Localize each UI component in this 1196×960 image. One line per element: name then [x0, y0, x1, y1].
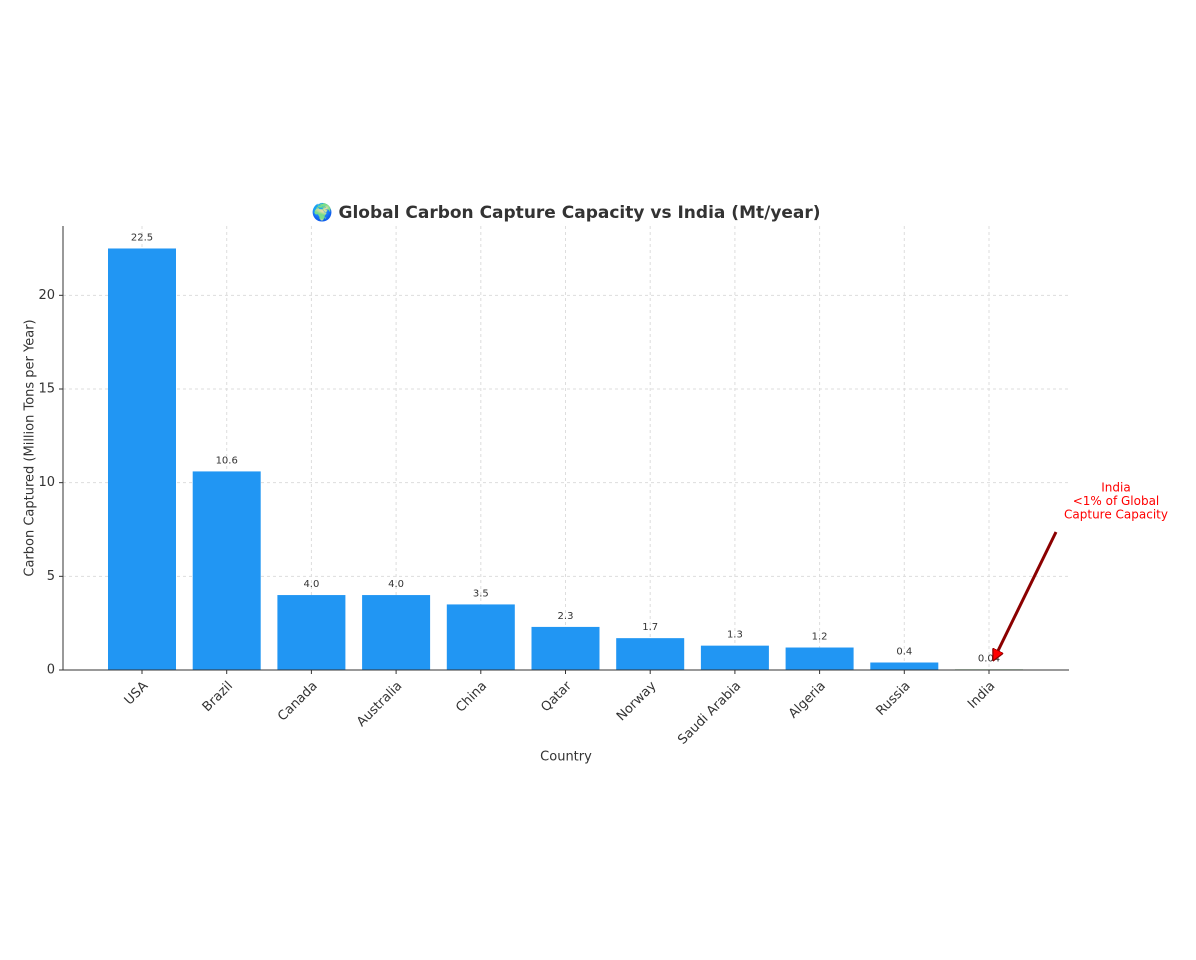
x-tick-label: Australia: [354, 679, 405, 730]
bar: [531, 626, 600, 670]
value-label: 1.3: [727, 630, 743, 641]
bar: [108, 248, 176, 670]
bar: [192, 471, 261, 670]
x-tick-label: USA: [122, 679, 152, 709]
x-tick-label: Norway: [614, 678, 660, 724]
x-tick-label: Brazil: [200, 679, 236, 715]
y-tick-label: 5: [47, 569, 55, 584]
y-tick-label: 20: [38, 288, 55, 303]
annotation-arrow: [994, 531, 1058, 659]
x-tick-label: Qatar: [538, 678, 575, 715]
bar: [785, 647, 854, 670]
annotation-text: India: [1101, 481, 1130, 495]
bar: [616, 638, 685, 670]
value-label: 1.2: [812, 632, 828, 643]
x-tick-label: Saudi Arabia: [675, 679, 744, 748]
value-label: 2.3: [558, 611, 574, 622]
x-tick-label: China: [453, 679, 490, 716]
value-label: 4.0: [388, 579, 404, 590]
x-tick-label: Canada: [275, 679, 321, 725]
y-axis-label: Carbon Captured (Million Tons per Year): [23, 319, 38, 576]
bar: [277, 595, 346, 670]
value-label: 0.04: [978, 653, 1000, 664]
value-label: 0.4: [896, 647, 912, 658]
value-label: 22.5: [131, 232, 153, 243]
y-tick-label: 15: [38, 381, 55, 396]
x-tick-label: India: [965, 679, 998, 712]
bar: [362, 595, 431, 670]
bar: [870, 662, 939, 670]
annotation-text: Capture Capacity: [1064, 508, 1168, 522]
value-label: 3.5: [473, 588, 489, 599]
y-tick-label: 10: [38, 475, 55, 490]
x-tick-label: Russia: [873, 679, 913, 719]
annotation-text: <1% of Global: [1073, 494, 1160, 508]
value-label: 4.0: [303, 579, 319, 590]
value-label: 1.7: [642, 622, 658, 633]
x-tick-label: Algeria: [786, 679, 829, 722]
chart-title: 🌍 Global Carbon Capture Capacity vs Indi…: [311, 202, 820, 223]
y-tick-label: 0: [47, 663, 55, 678]
bar: [700, 645, 769, 670]
value-label: 10.6: [216, 455, 238, 466]
x-axis-label: Country: [540, 750, 592, 765]
bar: [446, 604, 515, 670]
